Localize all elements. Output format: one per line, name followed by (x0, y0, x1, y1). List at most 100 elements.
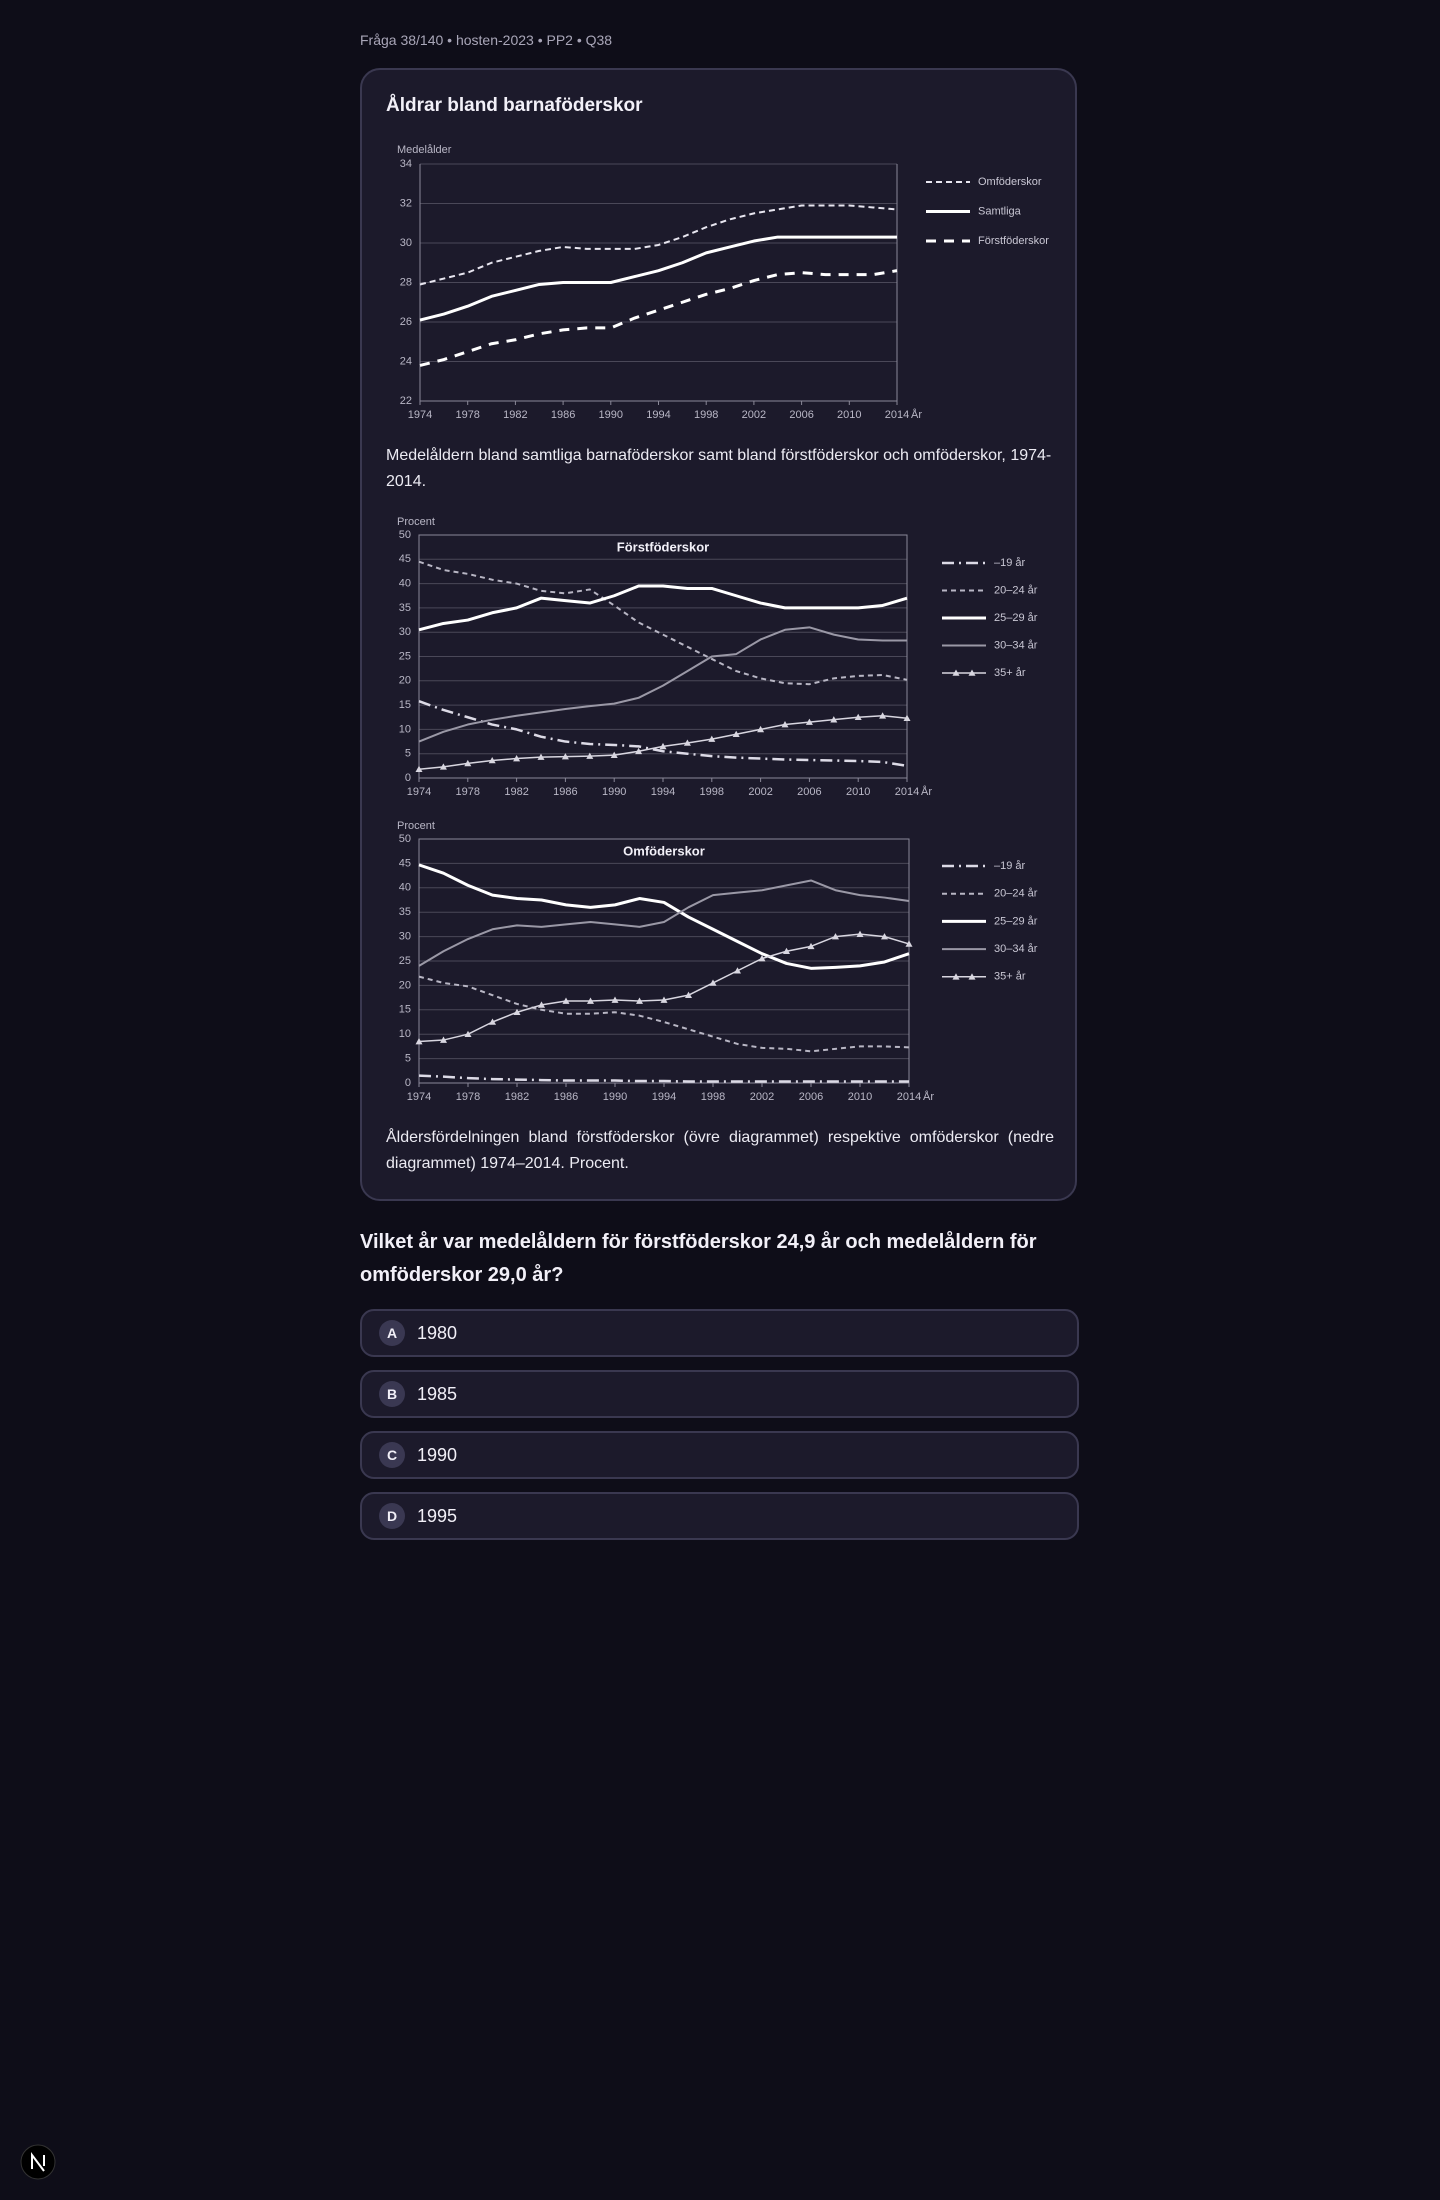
point-marker (513, 755, 521, 762)
point-marker (832, 933, 839, 940)
option-text: 1995 (417, 1505, 458, 1526)
plot-frame (418, 838, 910, 1084)
legend-label: 35+ år (994, 667, 1026, 679)
charts: 22 24 26 28 30 32 34 1974 1978 1982 1986 1990 1994 19… (397, 144, 1049, 1103)
point-marker (439, 763, 447, 770)
x-tick-label: 2010 (837, 409, 861, 421)
x-tick-label: 1986 (551, 409, 575, 421)
point-marker (685, 991, 692, 998)
x-tick-label: 2006 (799, 1091, 823, 1103)
framework-badge[interactable] (20, 2144, 56, 2180)
answer-option[interactable]: B 1985 (360, 1370, 1079, 1418)
y-tick-label: 32 (400, 197, 412, 209)
x-tick-label: 1974 (407, 1091, 431, 1103)
y-tick-label: 28 (400, 276, 412, 288)
legend-label: –19 år (994, 557, 1026, 569)
point-marker (830, 716, 838, 723)
legend-label: 30–34 år (994, 943, 1038, 955)
y-tick-label: 34 (400, 158, 412, 170)
point-marker (805, 718, 813, 725)
y-tick-label: 45 (399, 857, 411, 869)
x-tick-label: 1998 (700, 786, 724, 798)
chart-title: Förstföderskor (617, 539, 709, 554)
y-tick-label: 35 (399, 602, 411, 614)
legend-label: 20–24 år (994, 888, 1038, 900)
x-tick-label: 1990 (599, 409, 623, 421)
y-tick-label: 15 (399, 1004, 411, 1016)
y-tick-label: 0 (405, 1077, 411, 1089)
series-line (418, 975, 910, 1053)
option-text: 1980 (417, 1322, 458, 1343)
answer-option[interactable]: C 1990 (360, 1431, 1079, 1479)
point-marker (807, 942, 815, 950)
point-marker (854, 713, 862, 721)
answer-option[interactable]: A 1980 (360, 1309, 1079, 1357)
x-tick-label: 2010 (846, 786, 870, 798)
y-tick-label: 10 (399, 1028, 411, 1040)
point-marker (635, 747, 643, 755)
point-marker (734, 967, 741, 974)
x-axis-label: År (923, 1090, 934, 1103)
x-tick-label: 1986 (553, 786, 577, 798)
badge-logo (31, 2152, 45, 2172)
y-axis-label: Procent (397, 516, 435, 528)
x-tick-label: 2002 (748, 786, 772, 798)
plot-frame (418, 534, 908, 779)
point-marker (781, 721, 789, 728)
figure-card (360, 68, 1077, 1201)
point-marker (783, 947, 790, 955)
option-text: 1985 (417, 1383, 458, 1404)
series-line (418, 933, 910, 1043)
x-tick-label: 2014 (885, 409, 909, 421)
point-marker (660, 996, 668, 1003)
point-marker (415, 765, 423, 773)
point-marker (903, 714, 911, 722)
x-axis-label: År (911, 408, 922, 421)
point-marker (489, 1018, 496, 1025)
x-tick-label: 2014 (895, 786, 919, 798)
x-tick-label: 1990 (603, 1091, 627, 1103)
point-marker (587, 997, 594, 1004)
point-marker (464, 759, 472, 767)
y-tick-label: 30 (400, 237, 412, 249)
legend-marker (952, 669, 960, 676)
point-marker (488, 757, 496, 764)
y-tick-label: 10 (399, 723, 411, 735)
x-tick-label: 1986 (554, 1091, 578, 1103)
x-tick-label: 2014 (897, 1091, 921, 1103)
y-tick-label: 30 (399, 626, 411, 638)
option-letter: B (379, 1381, 405, 1407)
series-line (419, 235, 897, 322)
x-tick-label: 1982 (505, 1091, 529, 1103)
series-line (418, 879, 910, 967)
y-tick-label: 40 (399, 882, 411, 894)
y-axis-label: Procent (397, 820, 435, 832)
y-tick-label: 50 (399, 833, 411, 845)
answer-option[interactable]: D 1995 (360, 1492, 1079, 1540)
breadcrumb: Fråga 38/140 • hosten-2023 • PP2 • Q38 (360, 32, 613, 48)
series-line (418, 863, 910, 970)
point-marker (708, 735, 716, 742)
option-letter: C (379, 1442, 405, 1468)
x-tick-label: 1982 (503, 409, 527, 421)
series-line (419, 269, 898, 367)
x-tick-label: 2006 (789, 409, 813, 421)
option-letter: A (379, 1320, 405, 1346)
point-marker (610, 751, 618, 758)
y-axis-label: Medelålder (397, 144, 452, 156)
y-tick-label: 20 (399, 675, 411, 687)
y-tick-label: 0 (405, 772, 411, 784)
series-line (418, 560, 908, 686)
series-line (418, 700, 908, 768)
point-marker (636, 997, 643, 1004)
point-marker (464, 1030, 472, 1037)
question: Vilket år var medelåldern för förstföder… (360, 1231, 1037, 1286)
point-marker (561, 753, 569, 760)
legend-label: –19 år (994, 860, 1026, 872)
legend-label: Förstföderskor (978, 235, 1049, 247)
plot-axes (419, 164, 898, 402)
legend-label: 30–34 år (994, 639, 1038, 651)
point-marker (586, 752, 594, 759)
y-tick-label: 5 (405, 748, 411, 760)
x-tick-label: 2002 (742, 409, 766, 421)
